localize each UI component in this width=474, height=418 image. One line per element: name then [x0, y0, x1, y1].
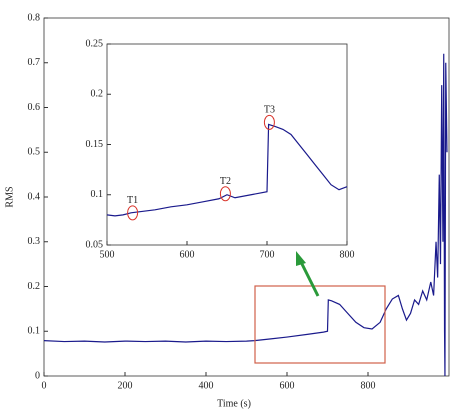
x-tick-label: 0	[42, 380, 47, 391]
zoom-box	[254, 285, 386, 364]
y-tick-label: 0.7	[28, 57, 41, 68]
x-axis-label: Time (s)	[217, 398, 251, 409]
x-tick-label: 700	[260, 249, 275, 260]
y-tick-label: 0.6	[28, 102, 41, 113]
x-tick-label: 800	[361, 380, 376, 391]
y-tick-label: 0.05	[86, 239, 104, 250]
y-tick-label: 0.15	[86, 139, 104, 150]
x-tick-label: 600	[180, 249, 195, 260]
x-tick-label: 500	[100, 249, 115, 260]
annotation-label: T1	[127, 195, 138, 206]
y-tick-label: 0	[35, 370, 40, 381]
x-tick-label: 400	[199, 380, 214, 391]
y-tick-label: 0.1	[28, 326, 41, 337]
y-tick-label: 0.5	[28, 147, 41, 158]
annotation-circle	[263, 114, 275, 130]
y-tick-label: 0.3	[28, 236, 41, 247]
y-tick-label: 0.2	[28, 281, 41, 292]
y-tick-label: 0.1	[91, 189, 104, 200]
plot-area	[106, 43, 348, 246]
y-axis-label: RMS	[4, 186, 15, 207]
x-tick-label: 800	[340, 249, 355, 260]
data-line	[106, 123, 348, 217]
x-tick-label: 600	[280, 380, 295, 391]
y-tick-label: 0.25	[86, 38, 104, 49]
x-tick-label: 200	[118, 380, 133, 391]
data-line	[43, 53, 448, 377]
zoom-arrow	[299, 261, 320, 297]
y-tick-label: 0.4	[28, 191, 41, 202]
zoom-arrow-head	[296, 251, 306, 266]
annotation-label: T2	[220, 176, 231, 187]
annotation-circle	[219, 186, 231, 202]
y-tick-label: 0.8	[28, 12, 41, 23]
annotation-circle	[127, 205, 139, 221]
annotation-label: T3	[264, 105, 275, 116]
y-tick-label: 0.2	[91, 89, 104, 100]
